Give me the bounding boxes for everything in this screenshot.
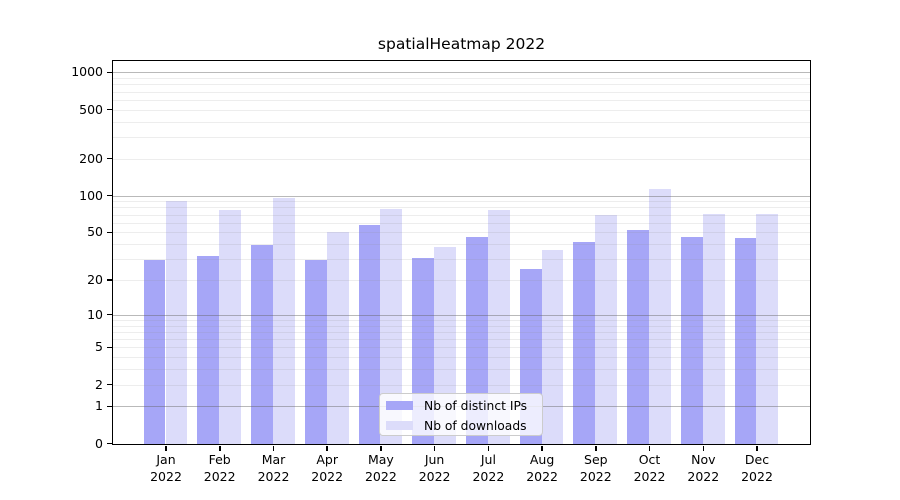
bar-distinct-ips-dec — [734, 238, 757, 444]
bar-downloads-jan — [165, 200, 188, 444]
y-tick-label-0: 0 — [95, 435, 103, 451]
gridline-800 — [113, 84, 810, 86]
x-tick-label-dec: Dec 2022 — [741, 452, 773, 484]
x-tick-mark — [487, 446, 490, 451]
y-tick-label-1: 1 — [95, 398, 103, 414]
x-tick-mark — [702, 446, 704, 451]
gridline-700 — [113, 91, 810, 93]
y-tick-label-100: 100 — [79, 187, 103, 203]
legend-item-distinct-ips: Nb of distinct IPs — [386, 397, 542, 414]
legend-swatch-distinct-ips — [386, 401, 413, 410]
x-tick-label-jun: Jun 2022 — [418, 452, 451, 484]
bar-distinct-ips-apr — [304, 259, 327, 444]
bar-downloads-apr — [326, 231, 349, 444]
y-tick-mark — [107, 71, 112, 74]
bar-distinct-ips-feb — [197, 256, 220, 444]
gridline-100 — [113, 195, 810, 197]
x-tick-label-apr: Apr 2022 — [311, 452, 344, 484]
gridline-400 — [113, 121, 810, 123]
x-tick-label-may: May 2022 — [364, 452, 397, 484]
y-tick-mark — [107, 108, 112, 111]
x-tick-mark — [165, 446, 167, 451]
legend: Nb of distinct IPs Nb of downloads — [379, 393, 543, 436]
x-tick-mark — [648, 446, 651, 451]
x-tick-mark — [326, 446, 328, 451]
bar-distinct-ips-mar — [251, 244, 273, 444]
y-tick-mark — [107, 157, 112, 160]
x-tick-label-jul: Jul 2022 — [472, 452, 505, 484]
x-tick-label-nov: Nov 2022 — [687, 452, 720, 484]
bar-downloads-sep — [595, 215, 618, 444]
y-tick-mark — [107, 442, 112, 445]
bar-distinct-ips-jan — [143, 259, 166, 444]
bar-downloads-feb — [219, 209, 242, 444]
y-tick-mark — [107, 346, 112, 348]
bar-downloads-jul — [487, 209, 510, 444]
y-tick-mark — [107, 405, 112, 407]
legend-label-downloads: Nb of downloads — [424, 418, 527, 433]
y-tick-label-1000: 1000 — [71, 64, 103, 80]
bar-downloads-may — [380, 208, 403, 444]
gridline-600 — [113, 99, 810, 101]
x-tick-label-sep: Sep 2022 — [579, 452, 612, 484]
x-tick-mark — [380, 446, 382, 451]
bar-downloads-oct — [649, 188, 671, 444]
x-tick-mark — [541, 446, 543, 451]
y-tick-mark — [107, 231, 112, 233]
legend-swatch-downloads — [386, 421, 413, 430]
bar-distinct-ips-may — [358, 224, 381, 444]
bar-distinct-ips-jul — [465, 237, 488, 444]
y-tick-mark — [107, 383, 112, 386]
y-tick-mark — [107, 194, 112, 197]
plot-area — [112, 60, 811, 445]
x-tick-mark — [219, 446, 221, 451]
gridline-200 — [113, 158, 810, 160]
y-tick-mark — [107, 279, 112, 281]
gridline-900 — [113, 78, 810, 79]
bar-downloads-nov — [702, 214, 725, 444]
x-tick-label-jan: Jan 2022 — [150, 452, 182, 484]
x-tick-label-feb: Feb 2022 — [203, 452, 236, 484]
bar-distinct-ips-nov — [680, 237, 703, 444]
y-tick-label-20: 20 — [87, 271, 103, 287]
gridline-80 — [113, 207, 810, 209]
x-tick-label-oct: Oct 2022 — [633, 452, 666, 484]
y-tick-label-5: 5 — [95, 339, 103, 355]
gridline-500 — [113, 109, 810, 111]
gridline-90 — [113, 201, 810, 203]
y-tick-mark — [107, 313, 112, 316]
gridline-300 — [113, 136, 810, 138]
bar-downloads-aug — [541, 250, 564, 444]
x-tick-label-aug: Aug 2022 — [526, 452, 558, 484]
x-tick-mark — [756, 446, 758, 451]
x-tick-label-mar: Mar 2022 — [257, 452, 290, 484]
gridline-1000 — [113, 72, 810, 74]
legend-item-downloads: Nb of downloads — [386, 417, 542, 434]
bar-distinct-ips-sep — [573, 241, 596, 444]
x-tick-mark — [433, 446, 436, 451]
bar-downloads-dec — [756, 214, 779, 444]
bar-downloads-mar — [272, 197, 295, 444]
y-tick-label-10: 10 — [87, 306, 103, 322]
bar-distinct-ips-oct — [627, 229, 650, 444]
y-tick-label-500: 500 — [79, 101, 103, 117]
y-tick-label-200: 200 — [79, 150, 103, 166]
y-tick-label-2: 2 — [95, 376, 103, 392]
y-tick-label-50: 50 — [87, 224, 103, 240]
x-tick-mark — [272, 446, 275, 451]
legend-label-distinct-ips: Nb of distinct IPs — [424, 398, 528, 413]
x-tick-mark — [595, 446, 597, 451]
chart-title: spatialHeatmap 2022 — [377, 35, 546, 53]
